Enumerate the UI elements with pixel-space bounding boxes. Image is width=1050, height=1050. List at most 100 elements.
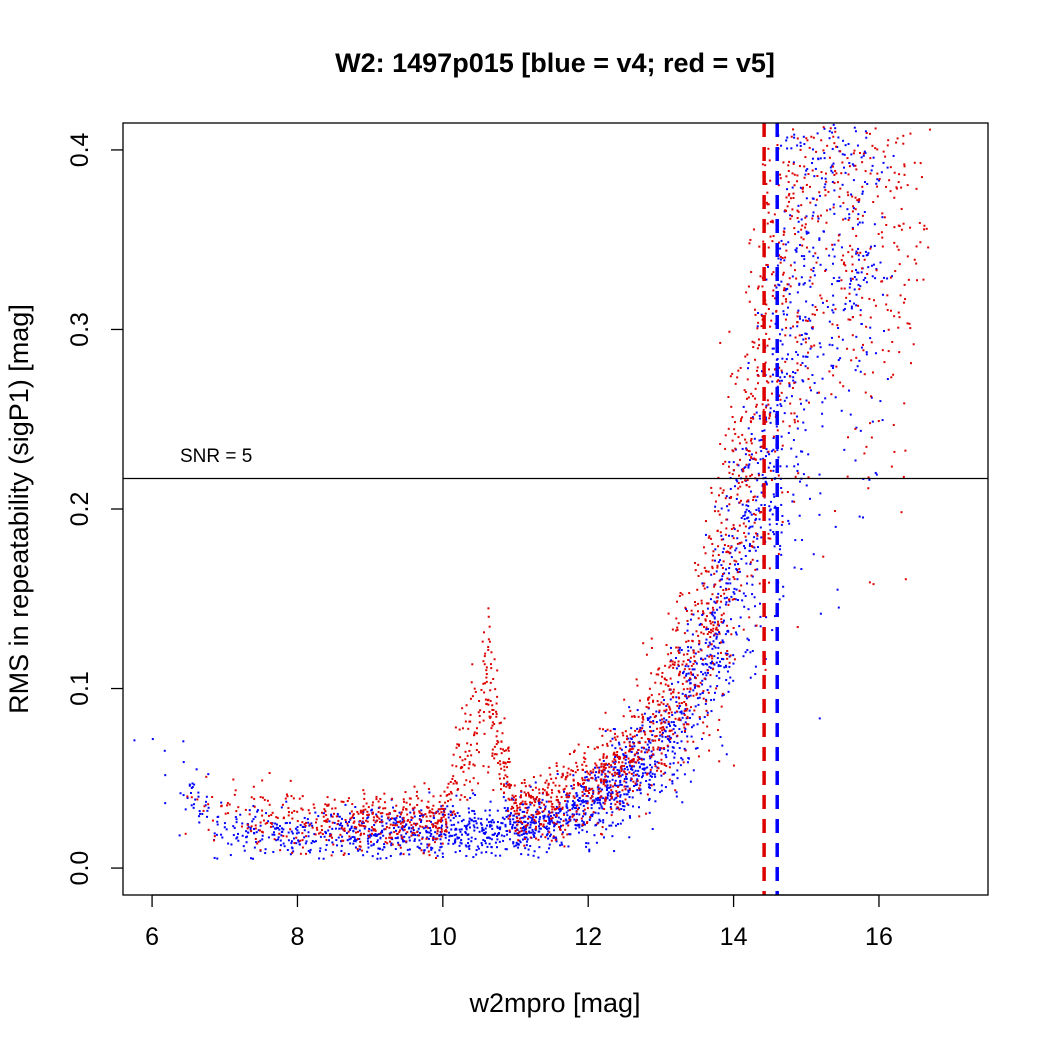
data-point	[389, 823, 392, 826]
data-point	[749, 561, 752, 564]
data-point	[427, 806, 430, 809]
data-point	[624, 762, 627, 765]
data-point	[744, 651, 747, 654]
data-point	[902, 222, 905, 225]
data-point	[629, 733, 632, 736]
data-point	[919, 162, 922, 165]
data-point	[881, 212, 884, 215]
data-point	[449, 790, 452, 793]
data-point	[399, 846, 402, 849]
data-point	[543, 819, 546, 822]
data-point	[439, 846, 442, 849]
data-point	[839, 205, 842, 208]
data-point	[735, 497, 738, 500]
data-point	[397, 843, 400, 846]
data-point	[534, 827, 537, 830]
data-point	[851, 334, 854, 337]
data-point	[753, 536, 756, 539]
data-point	[745, 475, 748, 478]
data-point	[528, 831, 531, 834]
data-point	[591, 800, 594, 803]
data-point	[750, 432, 753, 435]
data-point	[803, 258, 806, 261]
data-point	[770, 392, 773, 395]
data-point	[716, 629, 719, 632]
data-point	[614, 779, 617, 782]
data-point	[769, 179, 772, 182]
data-point	[362, 817, 365, 820]
data-point	[772, 493, 775, 496]
data-point	[786, 306, 789, 309]
data-point	[478, 699, 481, 702]
data-point	[783, 259, 786, 262]
data-point	[543, 789, 546, 792]
data-point	[547, 822, 550, 825]
data-point	[801, 244, 804, 247]
data-point	[600, 805, 603, 808]
data-point	[601, 744, 604, 747]
data-point	[464, 758, 467, 761]
data-point	[717, 729, 720, 732]
data-point	[700, 670, 703, 673]
data-point	[747, 285, 750, 288]
data-point	[778, 598, 781, 601]
data-point	[715, 628, 718, 631]
data-point	[840, 259, 843, 262]
data-point	[760, 536, 763, 539]
data-point	[692, 769, 695, 772]
data-point	[272, 850, 275, 853]
data-point	[376, 857, 379, 860]
data-point	[880, 231, 883, 234]
data-point	[713, 616, 716, 619]
data-point	[881, 216, 884, 219]
data-point	[877, 232, 880, 235]
data-point	[647, 783, 650, 786]
data-point	[387, 816, 390, 819]
data-point	[334, 827, 337, 830]
data-point	[842, 263, 845, 266]
data-point	[690, 609, 693, 612]
data-point	[720, 618, 723, 621]
data-point	[715, 687, 718, 690]
data-point	[767, 368, 770, 371]
data-point	[748, 454, 751, 457]
data-point	[751, 525, 754, 528]
data-point	[487, 607, 490, 610]
data-point	[716, 623, 719, 626]
data-point	[530, 831, 533, 834]
data-point	[352, 842, 355, 845]
data-point	[566, 771, 569, 774]
data-point	[307, 831, 310, 834]
data-point	[628, 741, 631, 744]
data-point	[725, 568, 728, 571]
data-point	[742, 522, 745, 525]
data-point	[365, 802, 368, 805]
data-point	[830, 169, 833, 172]
data-point	[531, 817, 534, 820]
data-point	[881, 245, 884, 248]
data-point	[625, 785, 628, 788]
data-point	[856, 199, 859, 202]
data-point	[348, 838, 351, 841]
data-point	[859, 370, 862, 373]
data-point	[284, 822, 287, 825]
data-point	[478, 721, 481, 724]
data-point	[709, 537, 712, 540]
data-point	[820, 171, 823, 174]
data-point	[869, 157, 872, 160]
data-point	[785, 372, 788, 375]
data-point	[664, 664, 667, 667]
data-point	[762, 408, 765, 411]
data-point	[428, 831, 431, 834]
data-point	[706, 672, 709, 675]
data-point	[501, 732, 504, 735]
data-point	[309, 848, 312, 851]
data-point	[524, 827, 527, 830]
data-point	[645, 748, 648, 751]
data-point	[428, 854, 431, 857]
data-point	[197, 791, 200, 794]
data-point	[750, 513, 753, 516]
data-point	[723, 597, 726, 600]
data-point	[336, 844, 339, 847]
data-point	[763, 504, 766, 507]
